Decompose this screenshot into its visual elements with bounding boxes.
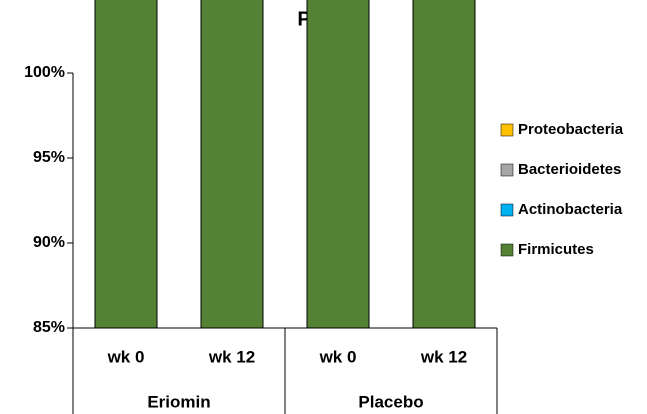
y-tick-label: 95%	[33, 149, 65, 166]
legend-swatch	[500, 243, 514, 257]
bar-segment	[412, 0, 476, 329]
x-tick-label: wk 0	[107, 347, 145, 366]
legend-label: Bacterioidetes	[518, 161, 621, 178]
legend-label: Actinobacteria	[518, 201, 623, 218]
bar-segment	[94, 0, 158, 329]
legend-swatch	[500, 163, 514, 177]
legend-label: Firmicutes	[518, 241, 594, 258]
legend-swatch	[500, 203, 514, 217]
legend-swatch	[500, 123, 514, 137]
y-tick-label: 90%	[33, 234, 65, 251]
y-tick-label: 85%	[33, 319, 65, 336]
legend-label: Proteobacteria	[518, 121, 624, 138]
group-label: Placebo	[358, 392, 423, 411]
x-tick-label: wk 0	[319, 347, 357, 366]
bar-segment	[306, 0, 370, 329]
y-tick-label: 100%	[24, 64, 65, 81]
group-label: Eriomin	[147, 392, 210, 411]
bar-segment	[200, 0, 264, 329]
x-tick-label: wk 12	[208, 347, 255, 366]
x-tick-label: wk 12	[420, 347, 467, 366]
